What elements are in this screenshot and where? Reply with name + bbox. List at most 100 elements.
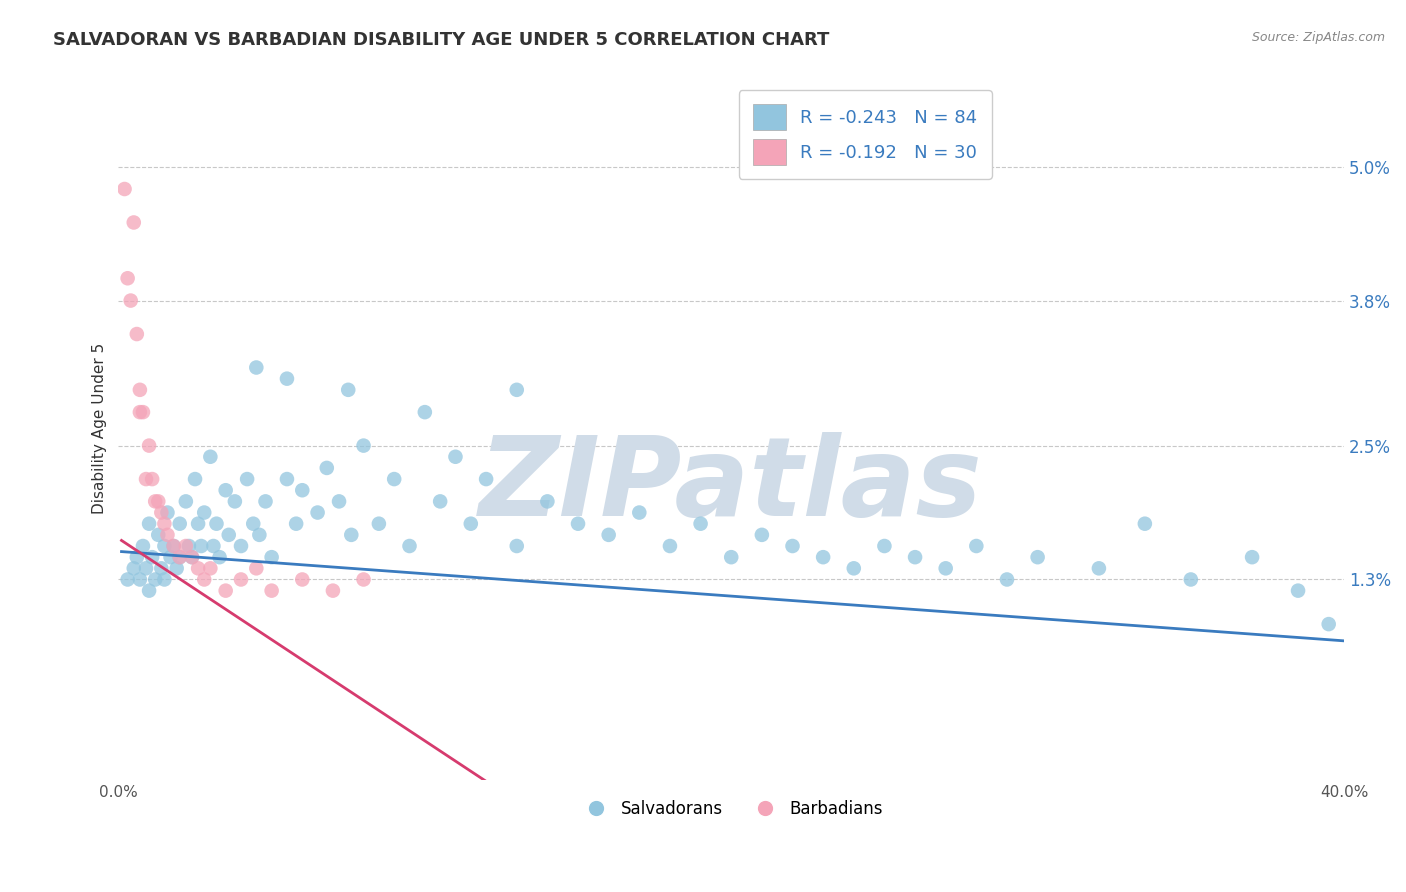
Salvadorans <box>598 528 620 542</box>
Salvadorans <box>1026 550 1049 565</box>
Salvadorans <box>475 472 498 486</box>
Salvadorans <box>260 550 283 565</box>
Salvadorans <box>202 539 225 553</box>
Barbadians <box>128 405 150 419</box>
Salvadorans <box>353 439 375 453</box>
Salvadorans <box>138 583 160 598</box>
Barbadians <box>122 215 145 229</box>
Salvadorans <box>150 561 173 575</box>
Barbadians <box>141 472 163 486</box>
Salvadorans <box>506 539 529 553</box>
Barbadians <box>187 561 209 575</box>
Salvadorans <box>444 450 467 464</box>
Salvadorans <box>720 550 742 565</box>
Salvadorans <box>1317 617 1340 632</box>
Salvadorans <box>1286 583 1309 598</box>
Salvadorans <box>187 516 209 531</box>
Salvadorans <box>205 516 228 531</box>
Salvadorans <box>307 506 329 520</box>
Salvadorans <box>460 516 482 531</box>
Salvadorans <box>315 461 337 475</box>
Salvadorans <box>200 450 222 464</box>
Salvadorans <box>689 516 711 531</box>
Salvadorans <box>873 539 896 553</box>
Salvadorans <box>193 506 215 520</box>
Barbadians <box>215 583 238 598</box>
Salvadorans <box>177 539 200 553</box>
Salvadorans <box>904 550 927 565</box>
Salvadorans <box>174 494 197 508</box>
Barbadians <box>181 550 204 565</box>
Salvadorans <box>153 573 176 587</box>
Salvadorans <box>1133 516 1156 531</box>
Salvadorans <box>128 573 150 587</box>
Salvadorans <box>995 573 1018 587</box>
Salvadorans <box>506 383 529 397</box>
Barbadians <box>229 573 252 587</box>
Salvadorans <box>224 494 246 508</box>
Y-axis label: Disability Age Under 5: Disability Age Under 5 <box>93 343 107 515</box>
Salvadorans <box>141 550 163 565</box>
Salvadorans <box>138 516 160 531</box>
Barbadians <box>353 573 375 587</box>
Salvadorans <box>143 573 166 587</box>
Salvadorans <box>166 561 188 575</box>
Salvadorans <box>132 539 155 553</box>
Salvadorans <box>190 539 212 553</box>
Salvadorans <box>429 494 451 508</box>
Salvadorans <box>208 550 231 565</box>
Salvadorans <box>658 539 681 553</box>
Salvadorans <box>135 561 157 575</box>
Salvadorans <box>413 405 436 419</box>
Barbadians <box>125 326 148 341</box>
Salvadorans <box>184 472 207 486</box>
Salvadorans <box>285 516 308 531</box>
Salvadorans <box>751 528 773 542</box>
Barbadians <box>138 439 160 453</box>
Salvadorans <box>245 360 267 375</box>
Salvadorans <box>122 561 145 575</box>
Barbadians <box>169 550 191 565</box>
Salvadorans <box>1180 573 1202 587</box>
Salvadorans <box>382 472 405 486</box>
Salvadorans <box>242 516 264 531</box>
Barbadians <box>260 583 283 598</box>
Salvadorans <box>254 494 277 508</box>
Barbadians <box>117 271 139 285</box>
Salvadorans <box>628 506 651 520</box>
Salvadorans <box>782 539 804 553</box>
Barbadians <box>291 573 314 587</box>
Barbadians <box>143 494 166 508</box>
Salvadorans <box>247 528 270 542</box>
Barbadians <box>245 561 267 575</box>
Barbadians <box>162 539 184 553</box>
Barbadians <box>322 583 344 598</box>
Salvadorans <box>328 494 350 508</box>
Salvadorans <box>291 483 314 498</box>
Salvadorans <box>162 539 184 553</box>
Legend: Salvadorans, Barbadians: Salvadorans, Barbadians <box>572 793 890 825</box>
Text: Source: ZipAtlas.com: Source: ZipAtlas.com <box>1251 31 1385 45</box>
Salvadorans <box>117 573 139 587</box>
Salvadorans <box>367 516 389 531</box>
Salvadorans <box>159 550 181 565</box>
Salvadorans <box>153 539 176 553</box>
Salvadorans <box>340 528 363 542</box>
Salvadorans <box>398 539 420 553</box>
Salvadorans <box>169 550 191 565</box>
Salvadorans <box>236 472 259 486</box>
Salvadorans <box>1088 561 1111 575</box>
Salvadorans <box>811 550 834 565</box>
Salvadorans <box>1241 550 1264 565</box>
Salvadorans <box>169 516 191 531</box>
Barbadians <box>150 506 173 520</box>
Salvadorans <box>215 483 238 498</box>
Barbadians <box>156 528 179 542</box>
Barbadians <box>153 516 176 531</box>
Salvadorans <box>965 539 987 553</box>
Salvadorans <box>276 472 298 486</box>
Salvadorans <box>125 550 148 565</box>
Text: SALVADORAN VS BARBADIAN DISABILITY AGE UNDER 5 CORRELATION CHART: SALVADORAN VS BARBADIAN DISABILITY AGE U… <box>53 31 830 49</box>
Barbadians <box>120 293 142 308</box>
Salvadorans <box>935 561 957 575</box>
